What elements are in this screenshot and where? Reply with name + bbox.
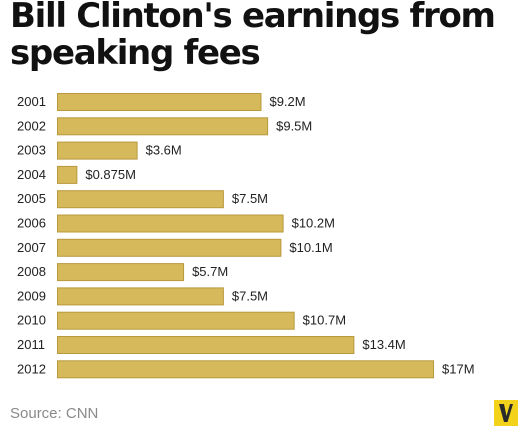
bar (57, 190, 224, 209)
bar-chart: 2001 $9.2M 2002 $9.5M 2003 $3.6M 2004 $0.875M 20… (17, 93, 475, 379)
bar (57, 93, 262, 111)
year-label: 2010 (17, 313, 46, 328)
year-label: 2001 (17, 94, 46, 109)
year-label: 2007 (17, 240, 46, 255)
year-label: 2005 (17, 191, 46, 206)
bar (57, 117, 269, 136)
year-label: 2012 (17, 361, 46, 376)
year-label: 2004 (17, 167, 46, 182)
value-label: $17M (442, 361, 475, 376)
value-label: $9.2M (269, 94, 305, 109)
year-label: 2002 (17, 118, 46, 133)
source-note: Source: CNN (10, 405, 99, 422)
bar (57, 141, 138, 160)
value-label: $7.5M (232, 191, 268, 206)
value-label: $5.7M (192, 264, 228, 279)
bar (57, 287, 224, 306)
value-label: $13.4M (362, 337, 405, 352)
bar (57, 238, 282, 257)
value-label: $0.875M (85, 167, 136, 182)
year-label: 2006 (17, 216, 46, 231)
value-label: $10.2M (292, 216, 335, 231)
year-label: 2003 (17, 143, 46, 158)
value-label: $9.5M (276, 118, 312, 133)
bar (57, 263, 185, 282)
year-label: 2008 (17, 264, 46, 279)
bar (57, 360, 434, 379)
year-label: 2011 (17, 337, 45, 352)
value-label: $3.6M (146, 143, 182, 158)
value-label: $10.7M (303, 313, 346, 328)
chart-title: Bill Clinton's earnings from speaking fe… (10, 0, 496, 73)
value-label: $10.1M (289, 240, 332, 255)
value-label: $7.5M (232, 288, 268, 303)
bar (57, 311, 295, 330)
bar (57, 214, 284, 233)
bar (57, 165, 78, 184)
vox-v-logo-icon (494, 400, 518, 426)
bar (57, 336, 355, 354)
year-label: 2009 (17, 288, 46, 303)
